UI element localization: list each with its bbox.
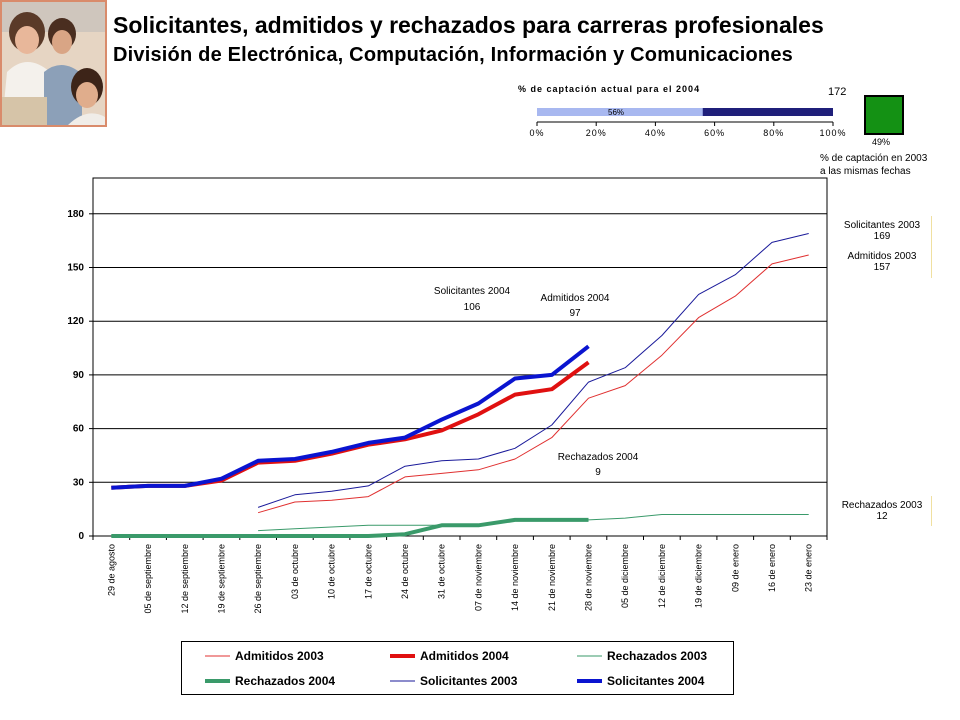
gauge-tick-label: 80% — [763, 128, 784, 138]
x-tick-label: 16 de enero — [767, 544, 777, 592]
chart-legend: Admitidos 2003 Admitidos 2004 Rechazados 2… — [205, 649, 707, 688]
x-tick-label: 09 de enero — [730, 544, 740, 592]
side-label-divider-bottom — [931, 496, 932, 526]
x-axis-ticks: 29 de agosto 05 de septiembre 12 de septie… — [92, 536, 828, 614]
x-tick-label: 31 de octubre — [437, 544, 447, 599]
x-tick-label: 28 de noviembre — [583, 544, 593, 611]
page-subtitle: División de Electrónica, Computación, In… — [113, 44, 793, 66]
x-tick-label: 12 de septiembre — [180, 544, 190, 614]
y-axis-ticks: 0 30 60 90 120 150 180 — [67, 209, 93, 542]
side-label-rechazados-2003-value: 12 — [876, 511, 888, 522]
y-tick-label: 0 — [78, 531, 84, 542]
capture-2003-box — [864, 95, 904, 135]
x-tick-label: 19 de diciembre — [694, 544, 704, 608]
y-tick-label: 90 — [73, 370, 85, 381]
y-tick-label: 150 — [67, 263, 84, 274]
legend-label: Solicitantes 2003 — [420, 674, 518, 688]
y-tick-label: 180 — [67, 209, 84, 220]
capture-gauge-fill — [537, 108, 703, 116]
students-photo — [0, 0, 107, 127]
page-title: Solicitantes, admitidos y rechazados par… — [113, 12, 824, 38]
gauge-tick-label: 20% — [586, 128, 607, 138]
side-label-rechazados-2003-text: Rechazados 2003 — [841, 500, 923, 511]
capture-2003-value: 49% — [872, 137, 891, 147]
x-tick-label: 07 de noviembre — [473, 544, 483, 611]
legend-label: Solicitantes 2004 — [607, 674, 705, 688]
legend-label: Admitidos 2004 — [420, 649, 509, 663]
series-line-solicitantes-2003 — [257, 233, 809, 508]
series-line-admitidos-2003 — [257, 254, 809, 514]
x-tick-label: 19 de septiembre — [216, 544, 226, 614]
side-label-admitidos-2003-value: 157 — [873, 262, 891, 273]
x-tick-label: 17 de octubre — [363, 544, 373, 599]
side-label-admitidos-2003-text: Admitidos 2003 — [847, 251, 917, 262]
side-label-admitidos-2003: Admitidos 2003 157 — [836, 251, 928, 273]
x-tick-label: 03 de octubre — [290, 544, 300, 599]
capture-gauge-ticks: 0% 20% 40% 60% 80% 100% — [529, 122, 846, 138]
gauge-tick-label: 0% — [529, 128, 544, 138]
legend-frame — [181, 641, 734, 695]
x-tick-label: 23 de enero — [804, 544, 814, 592]
side-label-rechazados-2003: Rechazados 2003 12 — [836, 500, 928, 522]
capture-2003-top-value: 172 — [828, 86, 847, 98]
annotation-rechazados-2004-value: 9 — [595, 467, 601, 478]
gauge-tick-label: 40% — [645, 128, 666, 138]
capture-gauge-title: % de captación actual para el 2004 — [518, 84, 700, 94]
x-tick-label: 12 de diciembre — [657, 544, 667, 608]
side-label-solicitantes-2003: Solicitantes 2003 169 — [836, 220, 928, 242]
x-tick-label: 10 de octubre — [327, 544, 337, 599]
annotation-admitidos-2004-value: 97 — [569, 308, 581, 319]
annotation-rechazados-2004-label: Rechazados 2004 — [558, 452, 639, 463]
y-tick-label: 60 — [73, 424, 85, 435]
gauge-tick-label: 100% — [819, 128, 846, 138]
x-tick-label: 29 de agosto — [106, 544, 116, 596]
annotation-admitidos-2004-label: Admitidos 2004 — [541, 293, 610, 304]
x-tick-label: 05 de diciembre — [620, 544, 630, 608]
y-tick-label: 120 — [67, 316, 84, 327]
capture-2003-note-line2: a las mismas fechas — [820, 166, 911, 177]
side-label-solicitantes-2003-text: Solicitantes 2003 — [843, 220, 921, 231]
x-tick-label: 24 de octubre — [400, 544, 410, 599]
capture-gauge-value: 56% — [608, 108, 624, 117]
capture-gauge: % de captación actual para el 2004 56% 0… — [518, 84, 846, 138]
series-line-rechazados-2003 — [258, 514, 809, 532]
annotation-solicitantes-2004-label: Solicitantes 2004 — [434, 286, 511, 297]
x-tick-label: 05 de septiembre — [143, 544, 153, 614]
y-tick-label: 30 — [73, 477, 85, 488]
grid-lines — [93, 213, 827, 483]
side-label-divider-top — [931, 216, 932, 278]
legend-label: Admitidos 2003 — [235, 649, 324, 663]
series-line-admitidos-2004 — [111, 360, 590, 490]
series-line-rechazados-2004 — [111, 517, 589, 538]
series-lines — [111, 233, 809, 538]
legend-label: Rechazados 2004 — [235, 674, 335, 688]
gauge-tick-label: 60% — [704, 128, 725, 138]
legend-label: Rechazados 2003 — [607, 649, 707, 663]
annotation-solicitantes-2004-value: 106 — [464, 302, 481, 313]
x-tick-label: 14 de noviembre — [510, 544, 520, 611]
x-tick-label: 26 de septiembre — [253, 544, 263, 614]
side-label-solicitantes-2003-value: 169 — [873, 231, 891, 242]
x-tick-label: 21 de noviembre — [547, 544, 557, 611]
capture-2003-note-line1: % de captación en 2003 — [820, 153, 928, 164]
series-line-solicitantes-2004 — [111, 344, 590, 490]
